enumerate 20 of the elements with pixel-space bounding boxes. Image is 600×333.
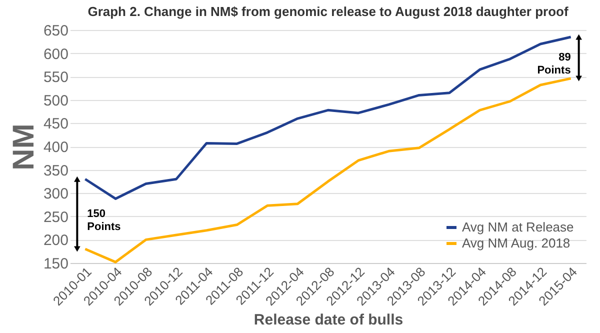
y-tick-label: 650 [43, 22, 68, 40]
y-axis-title: NM [7, 124, 40, 170]
annotation: 89 Points [537, 52, 571, 77]
y-tick-label: 250 [43, 208, 68, 226]
chart-title: Graph 2. Change in NM$ from genomic release to August 2018 daughter proof [88, 4, 569, 19]
y-tick-label: 450 [43, 116, 68, 133]
annotation: 150 Points [87, 208, 121, 234]
x-axis-title: Release date of bulls [254, 311, 404, 328]
y-tick-label: 550 [43, 69, 68, 86]
y-tick-label: 300 [43, 186, 68, 203]
y-tick-label: 500 [43, 92, 68, 110]
y-tick-label: 200 [43, 232, 68, 250]
y-tick-label: 600 [43, 46, 68, 63]
y-tick-label: 150 [43, 256, 68, 272]
y-tick-label: 350 [43, 162, 68, 180]
line-series [84, 36, 572, 200]
legend-label: Avg NM Aug. 2018 [462, 236, 570, 250]
line-series [84, 77, 572, 264]
y-tick-label: 400 [43, 139, 68, 156]
legend-label: Avg NM at Release [462, 220, 574, 234]
